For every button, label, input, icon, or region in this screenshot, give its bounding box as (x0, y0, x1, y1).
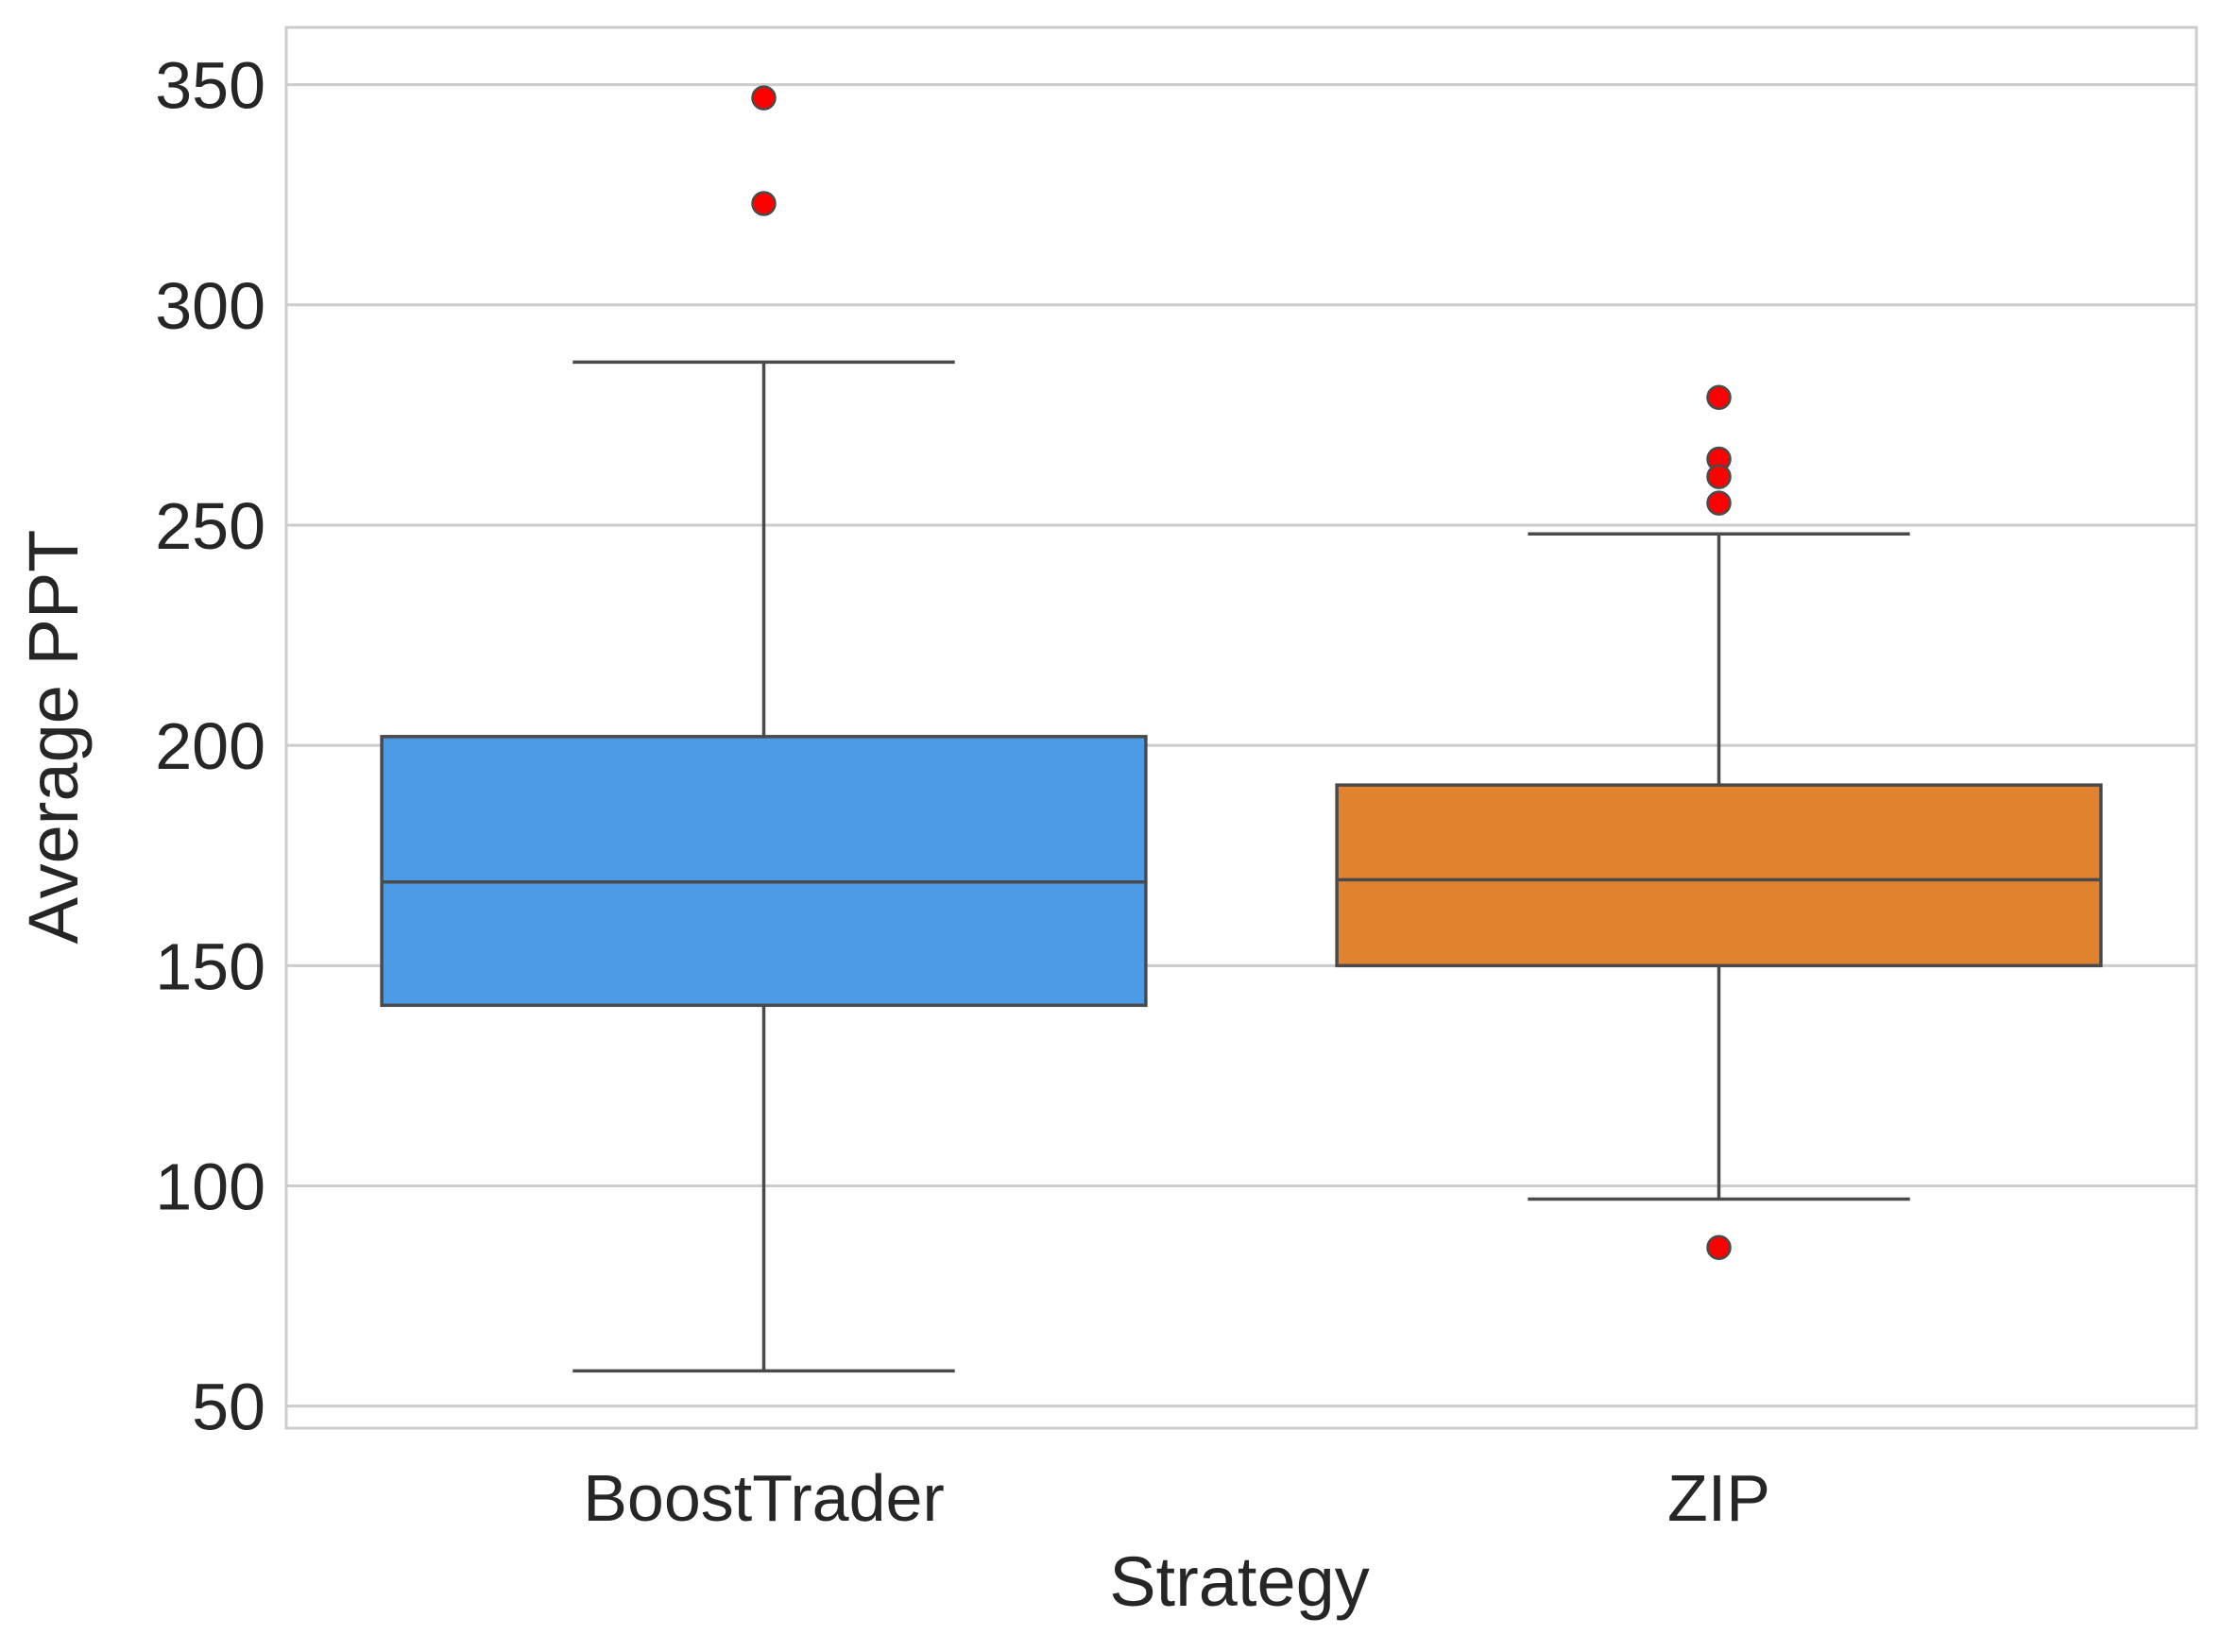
y-axis-label: Average PPT (14, 530, 93, 945)
y-tick-label-200: 200 (155, 709, 265, 783)
x-tick-label-zip: ZIP (1667, 1461, 1770, 1535)
plot-frame (284, 26, 2198, 1430)
y-tick-label-250: 250 (155, 489, 265, 563)
x-axis-label: Strategy (1109, 1542, 1370, 1621)
y-tick-labels: 50 100 150 200 250 300 350 (155, 49, 265, 1444)
box-boosttrader (380, 85, 1148, 1373)
outlier-point-boosttrader-1 (751, 191, 777, 216)
box-zip (1335, 384, 2103, 1261)
x-tick-labels: BoostTrader ZIP (583, 1461, 1770, 1535)
box-plot-series (380, 85, 2103, 1373)
y-tick-label-350: 350 (155, 49, 265, 123)
y-tick-label-100: 100 (155, 1150, 265, 1224)
outlier-point-zip-2 (1706, 464, 1732, 489)
iqr-box-boosttrader (380, 735, 1148, 1008)
y-tick-label-150: 150 (155, 929, 265, 1003)
outlier-point-zip-0 (1706, 384, 1732, 410)
iqr-box-zip (1335, 783, 2103, 968)
x-tick-label-boosttrader: BoostTrader (583, 1461, 945, 1535)
y-tick-label-50: 50 (192, 1371, 265, 1444)
outlier-point-boosttrader-0 (751, 85, 777, 111)
y-tick-label-300: 300 (155, 269, 265, 343)
outlier-point-zip-4 (1706, 1235, 1732, 1261)
outlier-point-zip-3 (1706, 490, 1732, 516)
